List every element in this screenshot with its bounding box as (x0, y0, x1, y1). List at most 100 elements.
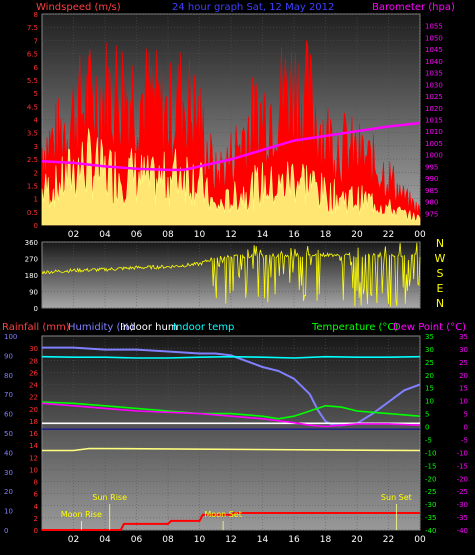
temperature-tick-label: -30 (425, 501, 436, 509)
dew-point-tick-label: 35 (459, 333, 468, 341)
rainfall-tick-label: 12 (29, 454, 38, 462)
temp-header-dew-point: Dew Point (°C) (393, 322, 466, 333)
dew-point-tick-label: -10 (457, 449, 468, 457)
x-tick-label: 14 (257, 230, 269, 240)
temperature-tick-label: -35 (425, 514, 436, 522)
dew-point-tick-label: 20 (459, 372, 468, 380)
y-left-tick-label: 5 (34, 90, 38, 98)
temperature-tick-label: 15 (425, 385, 434, 393)
y-left-tick-label: 6.5 (27, 51, 38, 59)
y-right-tick-label: 975 (425, 210, 438, 218)
x-tick-label: 10 (194, 230, 206, 240)
x-tick-label: 14 (257, 535, 269, 545)
y-right-tick-label: 1035 (425, 70, 443, 78)
dew-point-tick-label: 0 (464, 424, 468, 432)
dew-point-tick-label: -40 (457, 527, 468, 535)
rainfall-tick-label: 28 (29, 357, 38, 365)
rainfall-tick-label: 22 (29, 394, 38, 402)
y-left-tick-label: 7 (34, 37, 38, 45)
y-left-tick-label: 1.5 (27, 182, 38, 190)
y-right-tick-label: 995 (425, 163, 438, 171)
x-tick-label: 16 (288, 230, 300, 240)
temperature-tick-label: -40 (425, 527, 436, 535)
dew-point-tick-label: -5 (461, 436, 468, 444)
temperature-series (41, 346, 421, 531)
temperature-tick-label: 30 (425, 346, 434, 354)
direction-series (41, 242, 421, 307)
humidity-tick-label: 70 (4, 391, 13, 399)
dew-point-tick-label: 5 (464, 411, 468, 419)
humidity-tick-label: 30 (4, 469, 13, 477)
x-tick-label: 02 (68, 230, 79, 240)
y-right-tick-label: 1030 (425, 81, 443, 89)
x-tick-label: 22 (383, 230, 394, 240)
series-temperature (41, 401, 421, 420)
rainfall-tick-label: 20 (29, 406, 38, 414)
temperature-tick-label: 0 (425, 424, 429, 432)
series-rainfall (42, 512, 420, 531)
y-right-tick-label: 1045 (425, 46, 443, 54)
x-tick-label: 16 (288, 535, 300, 545)
y-right-tick-label: 1050 (425, 34, 443, 42)
temperature-tick-label: -20 (425, 475, 436, 483)
compass-label: N (436, 297, 444, 310)
humidity-tick-label: 50 (4, 430, 13, 438)
direction-tick-label: 360 (25, 239, 38, 247)
compass-label: S (437, 267, 444, 280)
wind-header-title: 24 hour graph Sat, 12 May 2012 (172, 2, 334, 13)
y-left-tick-label: 0.5 (27, 209, 38, 217)
humidity-tick-label: 20 (4, 488, 13, 496)
rainfall-tick-label: 14 (29, 442, 38, 450)
dew-point-tick-label: 30 (459, 346, 468, 354)
rainfall-tick-label: 6 (34, 491, 39, 499)
y-right-tick-label: 1005 (425, 140, 443, 148)
direction-tick-label: 0 (34, 305, 38, 313)
rainfall-tick-label: 8 (34, 479, 38, 487)
y-right-tick-label: 1000 (425, 152, 443, 160)
x-tick-label: 18 (320, 230, 332, 240)
rainfall-tick-label: 0 (34, 527, 38, 535)
humidity-tick-label: 90 (4, 352, 13, 360)
series-average (41, 128, 421, 226)
compass-label: N (436, 237, 444, 250)
temp-header-indoor-hum: Indoor hum (120, 322, 178, 333)
dew-point-tick-label: 15 (459, 385, 468, 393)
wind-series (41, 40, 421, 226)
dew-point-tick-label: 10 (459, 398, 468, 406)
rainfall-tick-label: 30 (29, 345, 38, 353)
y-left-tick-label: 4.5 (27, 103, 38, 111)
y-left-tick-label: 2 (34, 169, 38, 177)
dew-point-tick-label: -25 (457, 488, 468, 496)
annotation-label: Moon Rise (61, 510, 102, 519)
x-tick-label: 06 (131, 230, 143, 240)
dew-point-tick-label: -20 (457, 475, 468, 483)
y-left-tick-label: 0 (34, 222, 38, 230)
series-gust (41, 40, 421, 226)
y-left-tick-label: 1 (34, 196, 38, 204)
dew-point-tick-label: -30 (457, 501, 468, 509)
wind-header-right: Barometer (hpa) (372, 2, 455, 13)
x-tick-label: 00 (414, 535, 426, 545)
x-tick-label: 18 (320, 535, 332, 545)
temperature-tick-label: -10 (425, 449, 436, 457)
series-humidity (42, 346, 421, 427)
y-right-tick-label: 1040 (425, 58, 443, 66)
series-indoor-temp-yellow- (42, 447, 421, 452)
y-left-tick-label: 7.5 (27, 24, 38, 32)
temperature-tick-label: -5 (425, 436, 432, 444)
temp-header-indoor-temp: Indoor temp (173, 322, 234, 333)
compass-label: W (435, 252, 446, 265)
y-left-tick-label: 2.5 (27, 156, 38, 164)
rainfall-tick-label: 2 (34, 515, 38, 523)
y-right-tick-label: 1010 (425, 128, 443, 136)
temperature-tick-label: 20 (425, 372, 434, 380)
y-right-tick-label: 1055 (425, 23, 443, 31)
annotation-label: Sun Set (381, 493, 412, 502)
x-tick-label: 22 (383, 535, 394, 545)
x-tick-label: 10 (194, 535, 206, 545)
y-right-tick-label: 990 (425, 175, 438, 183)
y-left-tick-label: 3.5 (27, 130, 38, 138)
humidity-tick-label: 10 (4, 508, 13, 516)
rainfall-tick-label: 10 (29, 466, 38, 474)
